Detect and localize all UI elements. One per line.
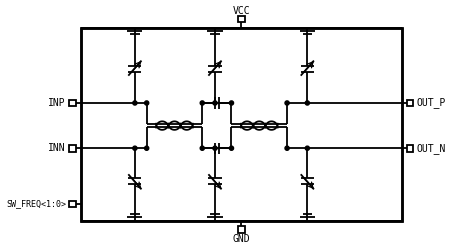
Circle shape (229, 146, 233, 150)
Bar (81, 28, 401, 221)
Bar (406, 145, 413, 152)
Circle shape (305, 101, 309, 105)
Circle shape (133, 101, 137, 105)
Circle shape (213, 146, 217, 150)
Bar (69, 200, 76, 207)
Text: INP: INP (48, 98, 66, 108)
Text: VCC: VCC (232, 6, 250, 16)
Circle shape (144, 101, 148, 105)
Text: SW_FREQ<1:0>: SW_FREQ<1:0> (6, 199, 66, 208)
Circle shape (305, 146, 309, 150)
Text: INN: INN (48, 143, 66, 153)
Circle shape (285, 146, 289, 150)
Circle shape (200, 146, 204, 150)
Bar (81, 28, 401, 221)
Text: OUT_N: OUT_N (416, 143, 445, 154)
Circle shape (229, 101, 233, 105)
Circle shape (285, 101, 289, 105)
Bar (69, 145, 76, 152)
Circle shape (144, 146, 148, 150)
Bar (406, 100, 413, 106)
Bar (238, 16, 244, 22)
Circle shape (213, 101, 217, 105)
Text: GND: GND (232, 234, 250, 244)
Bar (238, 226, 244, 232)
Circle shape (200, 101, 204, 105)
Text: OUT_P: OUT_P (416, 98, 445, 108)
Circle shape (133, 146, 137, 150)
Bar (69, 100, 76, 106)
